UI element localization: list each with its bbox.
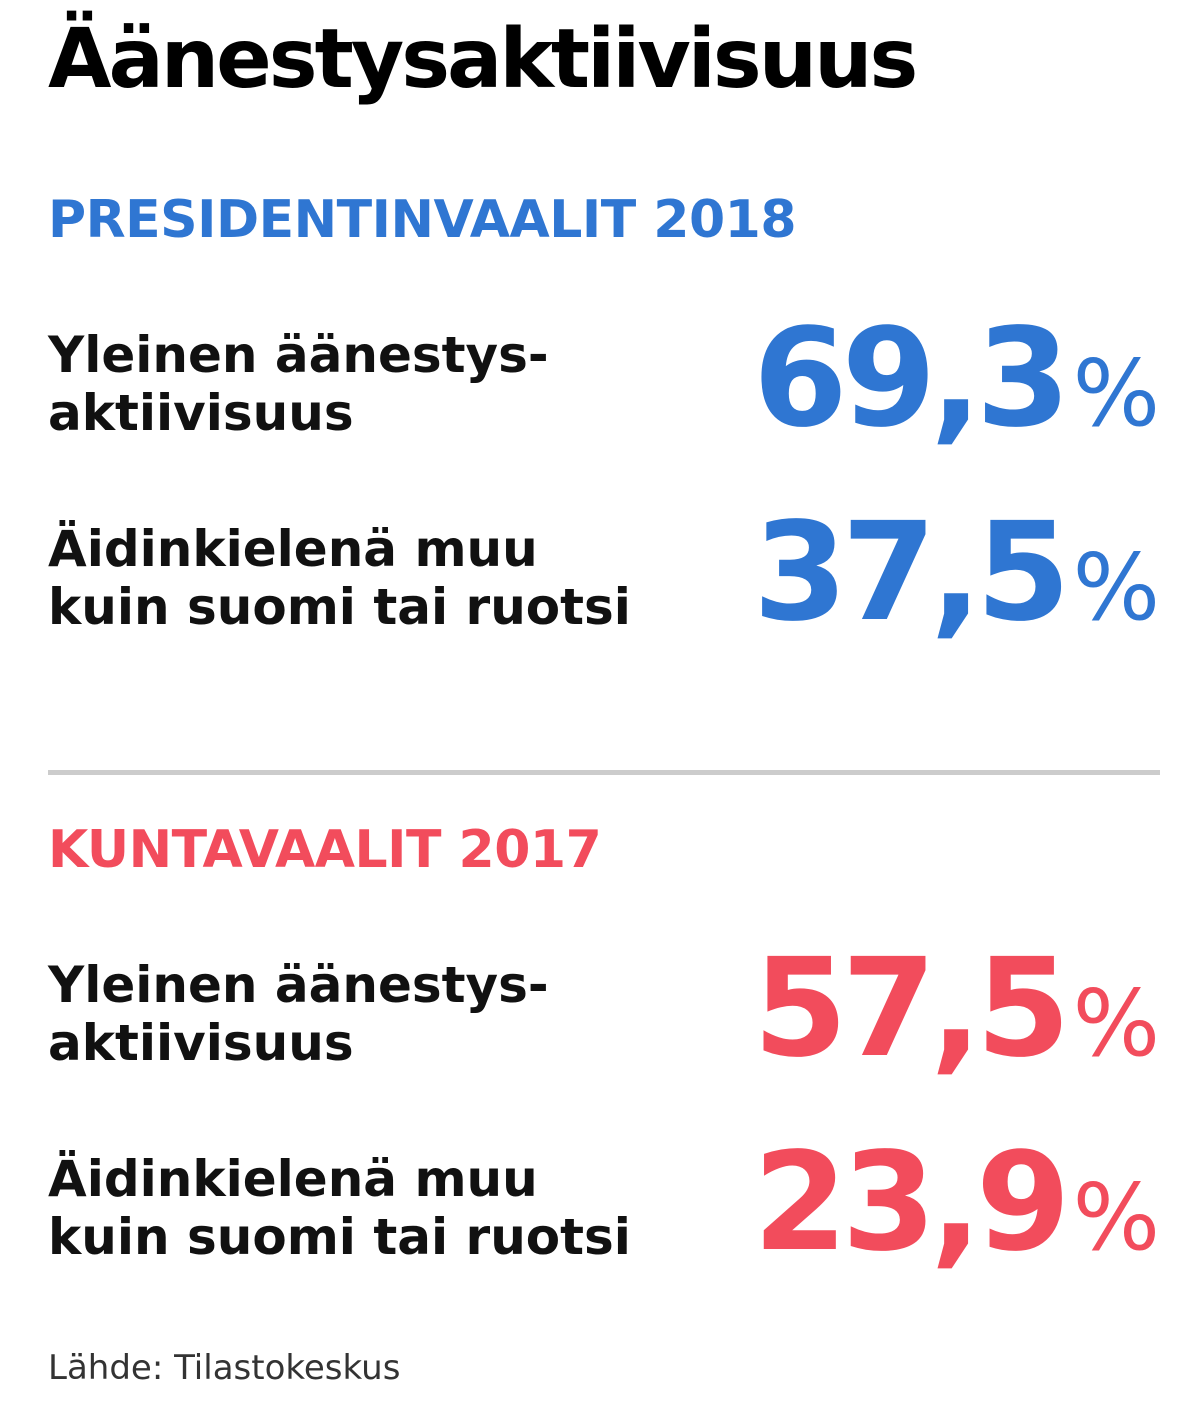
stat-label-line: aktiivisuus	[48, 384, 354, 442]
section-kuntavaalit: KUNTAVAALIT 2017 Yleinen äänestys- aktii…	[48, 818, 1160, 1278]
stat-label: Yleinen äänestys- aktiivisuus	[48, 326, 688, 442]
section-heading: KUNTAVAALIT 2017	[48, 820, 602, 880]
stat-value: 69,3%	[753, 304, 1160, 469]
stat-value-unit: %	[1072, 534, 1160, 641]
stat-row: Yleinen äänestys- aktiivisuus 57,5%	[48, 934, 1160, 1106]
section-presidentinvaalit: PRESIDENTINVAALIT 2018 Yleinen äänestys-…	[48, 188, 1160, 648]
stat-row: Äidinkielenä muu kuin suomi tai ruotsi 3…	[48, 498, 1160, 670]
stat-row: Yleinen äänestys- aktiivisuus 69,3%	[48, 304, 1160, 476]
page-title: Äänestysaktiivisuus	[48, 12, 918, 107]
stat-row: Äidinkielenä muu kuin suomi tai ruotsi 2…	[48, 1128, 1160, 1300]
section-divider	[48, 770, 1160, 775]
stat-label-line: kuin suomi tai ruotsi	[48, 1208, 631, 1266]
stat-value: 37,5%	[753, 498, 1160, 663]
stat-value: 57,5%	[753, 934, 1160, 1099]
stat-label: Yleinen äänestys- aktiivisuus	[48, 956, 688, 1072]
stat-label-line: Yleinen äänestys-	[48, 326, 549, 384]
stat-label: Äidinkielenä muu kuin suomi tai ruotsi	[48, 1150, 688, 1266]
stat-label-line: kuin suomi tai ruotsi	[48, 578, 631, 636]
stat-label: Äidinkielenä muu kuin suomi tai ruotsi	[48, 520, 688, 636]
stat-value-number: 57,5	[753, 930, 1071, 1088]
stat-value-unit: %	[1072, 340, 1160, 447]
stat-value-unit: %	[1072, 1164, 1160, 1271]
stat-value-number: 23,9	[753, 1124, 1071, 1282]
stat-value-unit: %	[1072, 970, 1160, 1077]
stat-label-line: Äidinkielenä muu	[48, 520, 538, 578]
stat-value-number: 69,3	[753, 300, 1071, 458]
stat-label-line: Yleinen äänestys-	[48, 956, 549, 1014]
source-note: Lähde: Tilastokeskus	[48, 1348, 401, 1388]
section-heading: PRESIDENTINVAALIT 2018	[48, 190, 797, 250]
stat-value-number: 37,5	[753, 494, 1071, 652]
stat-value: 23,9%	[753, 1128, 1160, 1293]
stat-label-line: Äidinkielenä muu	[48, 1150, 538, 1208]
stat-label-line: aktiivisuus	[48, 1014, 354, 1072]
